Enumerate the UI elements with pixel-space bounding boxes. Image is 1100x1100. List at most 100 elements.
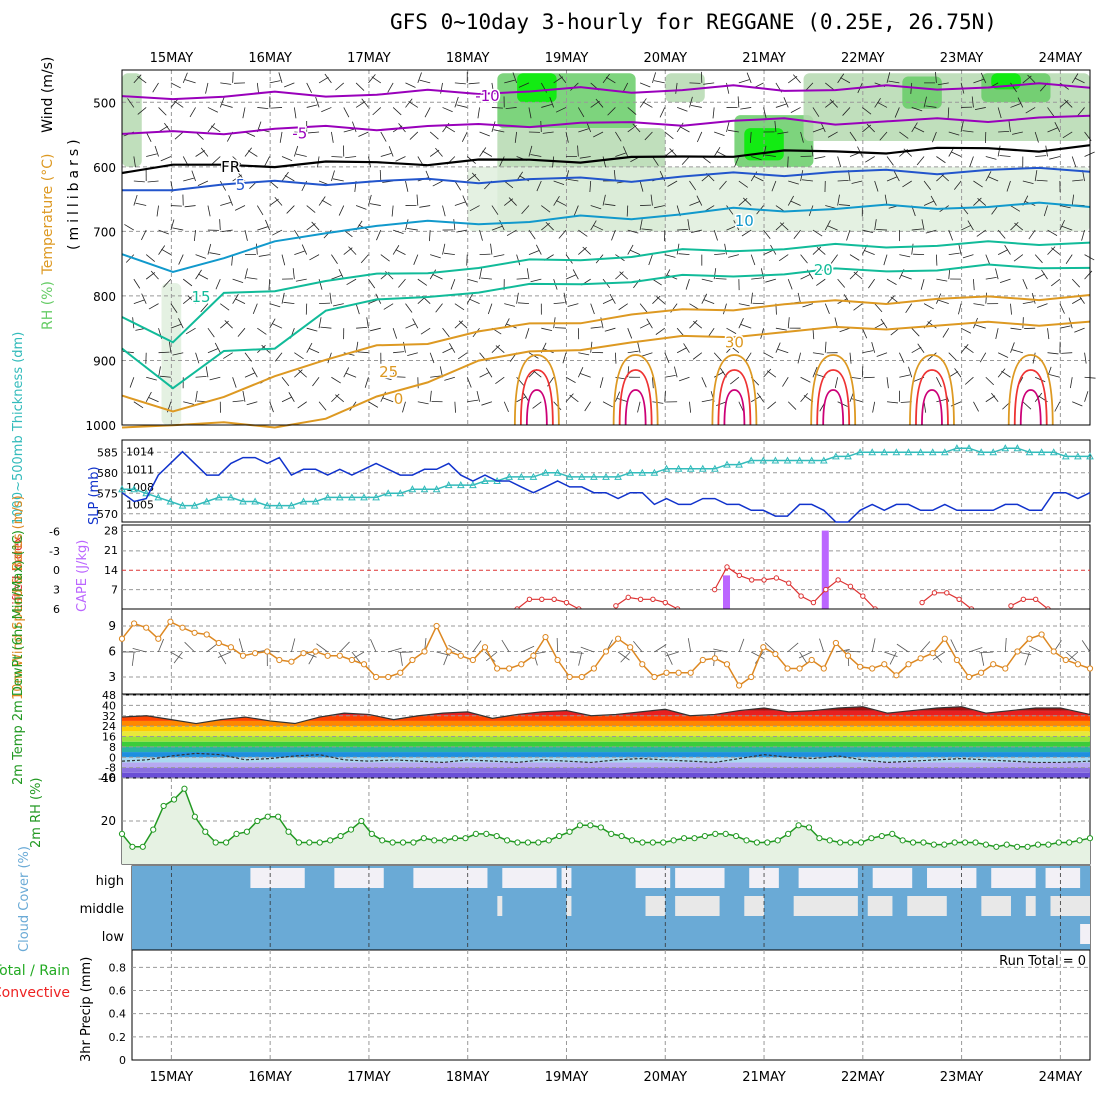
thickness-tick-label: 575 xyxy=(97,487,118,500)
wind-barb xyxy=(567,303,579,307)
wind-barb xyxy=(678,376,690,382)
wind-speed-series-marker xyxy=(179,624,186,631)
wind-barb xyxy=(244,372,256,378)
wind-barb xyxy=(388,647,402,653)
wind-barb xyxy=(812,352,824,355)
wind-barb xyxy=(888,80,900,84)
wind-barb xyxy=(938,299,949,305)
wind-barb xyxy=(318,196,326,206)
wind-barb xyxy=(469,205,480,212)
wind-barb xyxy=(948,252,960,255)
wind-barb xyxy=(771,180,777,192)
lifted-index-marker xyxy=(650,596,656,603)
heat-contour xyxy=(519,369,554,426)
wind-barb xyxy=(306,205,316,213)
thickness-series-marker xyxy=(348,493,356,501)
rh2m-series-marker xyxy=(712,830,719,838)
wind-barb xyxy=(1034,254,1043,264)
rh2m-series-marker xyxy=(295,839,303,846)
wind-speed-series-marker xyxy=(215,639,222,647)
thickness-series-marker xyxy=(759,456,768,464)
rh2m-series-marker xyxy=(1086,835,1094,842)
wind-barb xyxy=(1034,131,1039,143)
wind-barb xyxy=(652,377,654,389)
temp-tick-label: 32 xyxy=(102,710,116,723)
rh2m-series-marker xyxy=(868,835,875,842)
wind-barb xyxy=(405,323,416,329)
thickness-series-marker xyxy=(928,448,937,456)
wind-barb xyxy=(633,640,643,653)
lifted-index-marker xyxy=(563,599,570,606)
wind-barb xyxy=(331,156,343,158)
wind-barb xyxy=(479,147,487,157)
wind-barb xyxy=(839,327,851,333)
wind-barb xyxy=(652,295,661,304)
thickness-series-marker xyxy=(819,456,828,464)
thickness-series-marker xyxy=(723,460,731,468)
wind-barb xyxy=(172,227,184,231)
wind-barb xyxy=(145,254,155,262)
thickness-series-marker xyxy=(335,493,344,501)
wind-barb xyxy=(368,194,372,206)
rh2m-series-marker xyxy=(264,813,271,820)
lifted-index-marker xyxy=(773,575,780,581)
wind-barb xyxy=(641,228,653,231)
wind-speed-series-marker xyxy=(348,656,355,664)
lifted-tick-label: -3 xyxy=(49,545,60,558)
wind-barb xyxy=(1047,246,1056,255)
wind-speed-series-marker xyxy=(941,635,948,642)
thickness-series-marker xyxy=(505,472,514,480)
chart-title: GFS 0~10day 3-hourly for REGGANE (0.25E,… xyxy=(390,10,997,34)
wind-barb xyxy=(800,131,804,143)
wind-speed-series-marker xyxy=(239,652,247,659)
slp-ylabel: SLP (mb) xyxy=(87,466,102,525)
wind-barb xyxy=(491,107,503,109)
wind-barb xyxy=(577,145,579,157)
wind-barb xyxy=(874,303,883,313)
rh2m-series-marker xyxy=(920,839,927,846)
wind-barb xyxy=(689,180,697,191)
wind-barb xyxy=(812,366,818,378)
x-tick-label-bottom: 18MAY xyxy=(446,1070,490,1085)
wind-barb xyxy=(713,229,718,241)
wind-barb xyxy=(256,243,258,255)
wind-barb xyxy=(174,131,184,140)
contour-label: 5 xyxy=(236,176,246,194)
wind-barb xyxy=(827,131,838,138)
thickness-tick-label: 570 xyxy=(97,508,118,521)
cloud-gap xyxy=(872,868,913,888)
rh2m-panel: 20 40 2m RH (%) xyxy=(29,771,1094,865)
wind-barb xyxy=(790,107,801,113)
heat-contour xyxy=(612,354,659,426)
wind-barb xyxy=(345,372,357,378)
wind-barb xyxy=(1065,651,1077,662)
wind-barb xyxy=(775,103,787,108)
wind-barb xyxy=(689,96,693,108)
wind-speed-series-marker xyxy=(542,633,549,641)
rh2m-series-marker xyxy=(597,824,604,831)
wind-barb xyxy=(442,347,453,354)
wind-barb xyxy=(980,72,987,84)
wind-speed-series-marker xyxy=(687,669,694,676)
wind-barb xyxy=(232,174,242,182)
wind-barb xyxy=(618,303,628,311)
thickness-series-marker xyxy=(287,501,296,509)
thickness-series-marker xyxy=(916,448,925,456)
rh2m-series-marker xyxy=(337,832,344,840)
wind-barb xyxy=(740,107,752,110)
wind-barb xyxy=(592,224,604,231)
wind-barb xyxy=(1059,99,1069,108)
wind-barb xyxy=(288,392,295,402)
wind-barb xyxy=(238,638,244,653)
x-tick-label-top: 20MAY xyxy=(643,51,687,66)
wind-barb xyxy=(284,174,295,182)
wind-barb xyxy=(158,366,161,378)
thickness-series-marker xyxy=(239,497,247,505)
rh2m-series-marker xyxy=(118,830,126,838)
cloud-panel: high middle low Cloud Cover (%) xyxy=(17,846,1091,952)
wind-barb xyxy=(639,98,647,108)
wind-barb xyxy=(775,342,781,353)
x-tick-label-top: 24MAY xyxy=(1039,51,1083,66)
wind-barb xyxy=(751,156,762,161)
wind-barb xyxy=(726,82,730,94)
